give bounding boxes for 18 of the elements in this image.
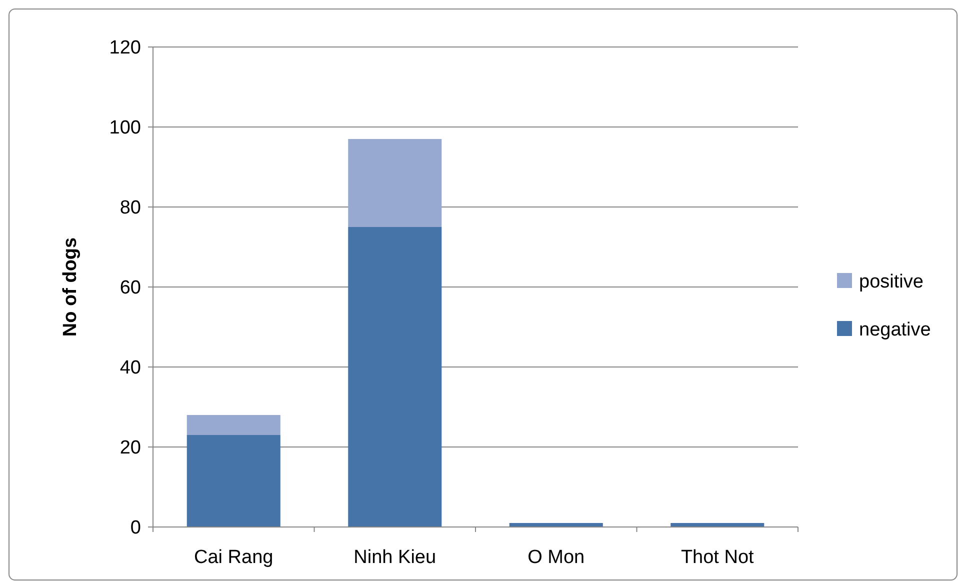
x-tick-label: Thot Not [680, 547, 755, 568]
y-tick-label: 60 [120, 278, 141, 299]
y-tick-label: 80 [120, 198, 141, 219]
legend-label: negative [859, 320, 931, 341]
y-tick-label: 20 [120, 438, 141, 459]
bar [186, 435, 280, 527]
x-tick-label: O Mon [528, 547, 585, 568]
x-tick-label: Cai Rang [194, 547, 274, 568]
y-tick-label: 100 [109, 118, 141, 139]
y-tick-label: 0 [130, 518, 141, 539]
y-tick-label: 120 [109, 38, 141, 59]
bar [186, 415, 280, 435]
legend-label: positive [859, 272, 924, 293]
y-tick-label: 40 [120, 358, 141, 379]
x-tick-label: Ninh Kieu [354, 547, 436, 568]
bar [348, 139, 442, 227]
y-axis-title: No of dogs [60, 237, 81, 337]
bar [348, 227, 442, 527]
